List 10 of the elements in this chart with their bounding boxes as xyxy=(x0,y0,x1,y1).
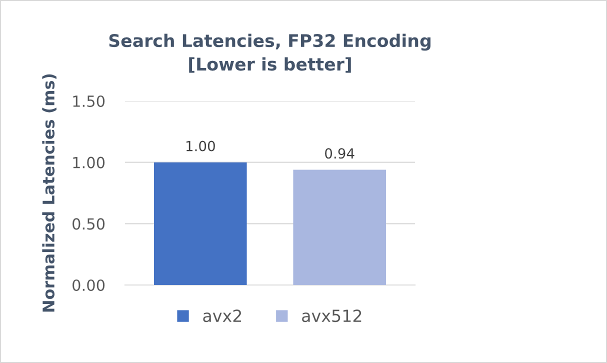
data-label: 1.00 xyxy=(186,140,215,152)
legend-label: avx2 xyxy=(203,309,242,322)
y-tick-label: 1.50 xyxy=(73,95,105,108)
y-tick-label: 0.50 xyxy=(72,218,105,230)
chart-title: Search Latencies, FP32 Encoding [Lower is better] xyxy=(109,34,430,73)
legend-label: avx512 xyxy=(302,309,362,322)
data-label: 0.94 xyxy=(325,148,354,159)
y-tick-label: 0.00 xyxy=(72,279,105,292)
y-axis-title: Normalized Latencies (ms) xyxy=(42,74,56,312)
y-tick-label: 1.00 xyxy=(73,156,105,168)
